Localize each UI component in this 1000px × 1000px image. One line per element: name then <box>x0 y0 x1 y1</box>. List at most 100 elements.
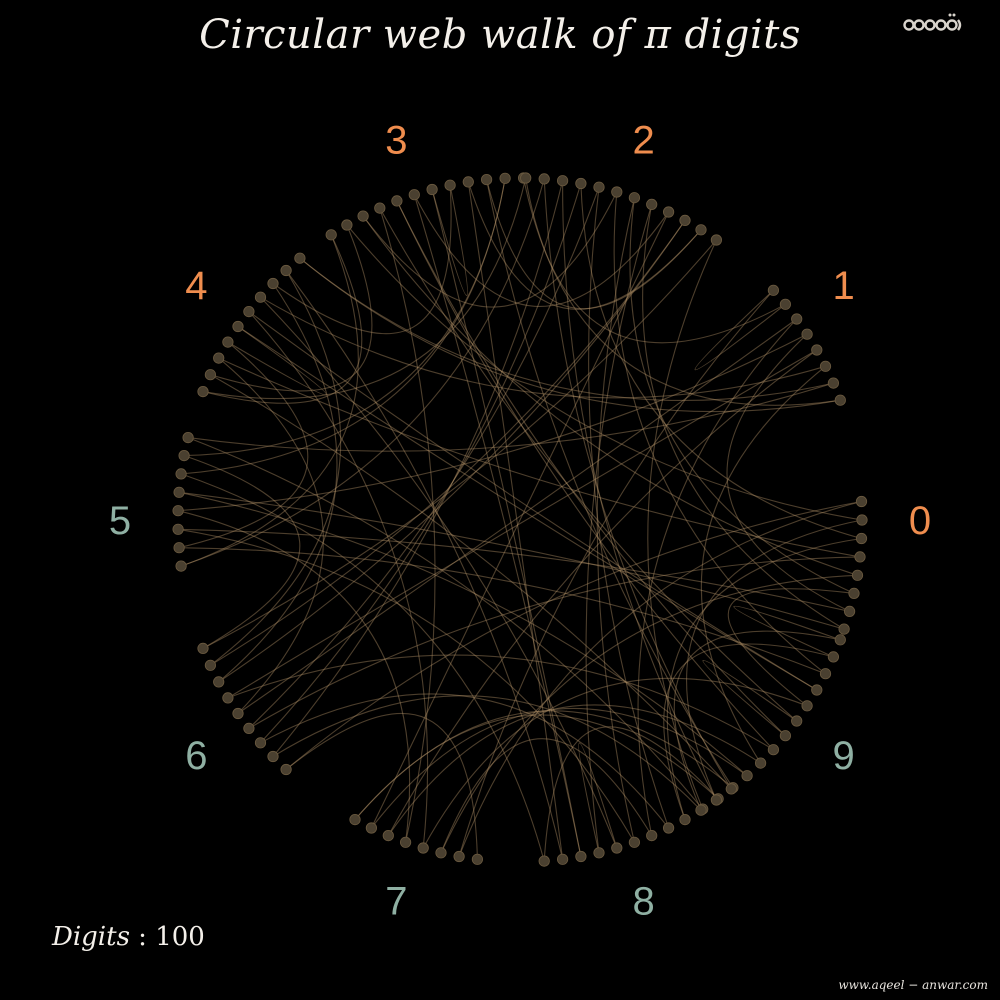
digit-node <box>843 605 856 618</box>
digit-node <box>382 829 394 842</box>
walk-link <box>370 707 748 829</box>
walk-link <box>543 178 732 790</box>
digits-value: 100 <box>155 922 205 952</box>
digit-node <box>222 336 234 348</box>
walk-link <box>354 710 734 820</box>
digit-node <box>408 189 420 201</box>
digit-node <box>848 587 860 600</box>
group-label-7: 7 <box>385 879 407 923</box>
digit-node <box>851 569 864 581</box>
walk-link <box>346 224 863 521</box>
walk-link <box>178 528 850 612</box>
walk-link <box>237 318 798 714</box>
walk-link <box>227 349 818 699</box>
walk-link <box>227 326 327 396</box>
walk-link <box>440 738 653 854</box>
digit-node <box>855 495 868 508</box>
digit-node <box>827 377 840 389</box>
digit-node <box>679 813 691 826</box>
digit-node <box>538 855 550 867</box>
walk-link <box>248 311 818 691</box>
digit-node <box>646 198 658 210</box>
digit-node <box>838 623 850 635</box>
walk-link <box>663 643 834 820</box>
walk-link <box>486 179 702 310</box>
walk-link <box>686 519 863 801</box>
digit-node <box>819 668 832 680</box>
walk-link <box>177 510 411 843</box>
digit-node <box>801 700 813 712</box>
walk-link <box>183 455 301 649</box>
digit-node <box>280 763 292 776</box>
digit-node <box>628 192 641 204</box>
digit-node <box>197 642 209 655</box>
walk-link <box>413 194 582 857</box>
walk-links <box>177 177 863 862</box>
walk-link <box>673 630 841 811</box>
group-label-6: 6 <box>185 734 207 778</box>
walk-link <box>179 491 845 630</box>
walk-link <box>694 289 786 371</box>
walk-link <box>637 318 798 836</box>
walk-link <box>237 326 818 691</box>
walk-link <box>184 178 506 457</box>
digit-node <box>294 252 306 264</box>
walk-link <box>260 693 670 829</box>
digit-node <box>593 847 605 859</box>
digit-nodes <box>172 172 868 867</box>
walk-link <box>467 181 564 860</box>
walk-link <box>588 187 670 829</box>
digit-node <box>662 206 675 218</box>
digit-node <box>374 202 386 214</box>
digit-node <box>779 730 792 742</box>
digit-node <box>391 195 403 207</box>
walk-link <box>285 712 478 860</box>
digit-node <box>779 298 792 310</box>
walk-link <box>248 311 429 849</box>
digit-node <box>575 850 587 863</box>
walk-link <box>272 180 564 757</box>
walk-link <box>210 220 686 666</box>
walk-link <box>178 491 748 777</box>
logo-icon <box>903 13 962 31</box>
digit-node <box>628 836 641 848</box>
walk-link <box>178 333 808 512</box>
walk-link <box>396 200 774 751</box>
digit-node <box>349 813 361 826</box>
walk-link <box>178 341 309 549</box>
walk-link <box>543 726 719 862</box>
digit-node <box>417 842 429 854</box>
digit-node <box>801 328 813 340</box>
walk-link <box>362 215 858 576</box>
digit-node <box>741 770 753 782</box>
digit-node <box>232 707 244 720</box>
walk-link <box>523 177 841 406</box>
website-credit: www.aqeel − anwar.com <box>838 978 988 992</box>
walk-link <box>387 349 818 836</box>
digit-node <box>243 305 255 318</box>
walk-link <box>613 191 826 675</box>
walk-link <box>486 179 734 788</box>
walk-link <box>562 180 717 801</box>
group-label-4: 4 <box>185 264 207 308</box>
walk-link <box>396 200 786 737</box>
digit-node <box>172 505 184 517</box>
digit-node <box>767 744 780 756</box>
walk-link <box>260 296 618 849</box>
walk-link <box>202 234 363 404</box>
walk-link <box>202 177 527 399</box>
digit-node <box>834 634 846 646</box>
walk-link <box>187 437 704 810</box>
walk-link <box>647 239 717 810</box>
digit-node <box>854 551 866 563</box>
walk-link <box>210 374 732 790</box>
walk-link <box>596 197 635 843</box>
digit-node <box>254 291 267 303</box>
walk-link <box>422 677 808 849</box>
digit-node <box>499 172 511 184</box>
walk-link <box>702 660 798 737</box>
walk-link <box>218 283 338 683</box>
walk-link <box>585 204 653 853</box>
digit-node <box>325 229 337 241</box>
